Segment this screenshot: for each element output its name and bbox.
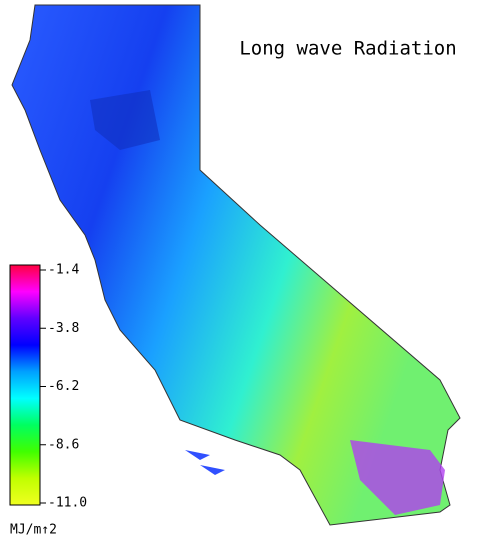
california-map bbox=[11, 4, 461, 526]
colorbar-tick-label: -6.2 bbox=[48, 379, 79, 394]
colorbar-tick-label: -3.8 bbox=[48, 321, 79, 336]
colorbar bbox=[9, 264, 41, 506]
colorbar-tick-label: -11.0 bbox=[48, 496, 87, 511]
colorbar-tick-label: -1.4 bbox=[48, 263, 79, 278]
map-title: Long wave Radiation bbox=[239, 38, 456, 60]
colorbar-tick-label: -8.6 bbox=[48, 437, 79, 452]
colorbar-unit: MJ/m↑2 bbox=[10, 523, 57, 538]
